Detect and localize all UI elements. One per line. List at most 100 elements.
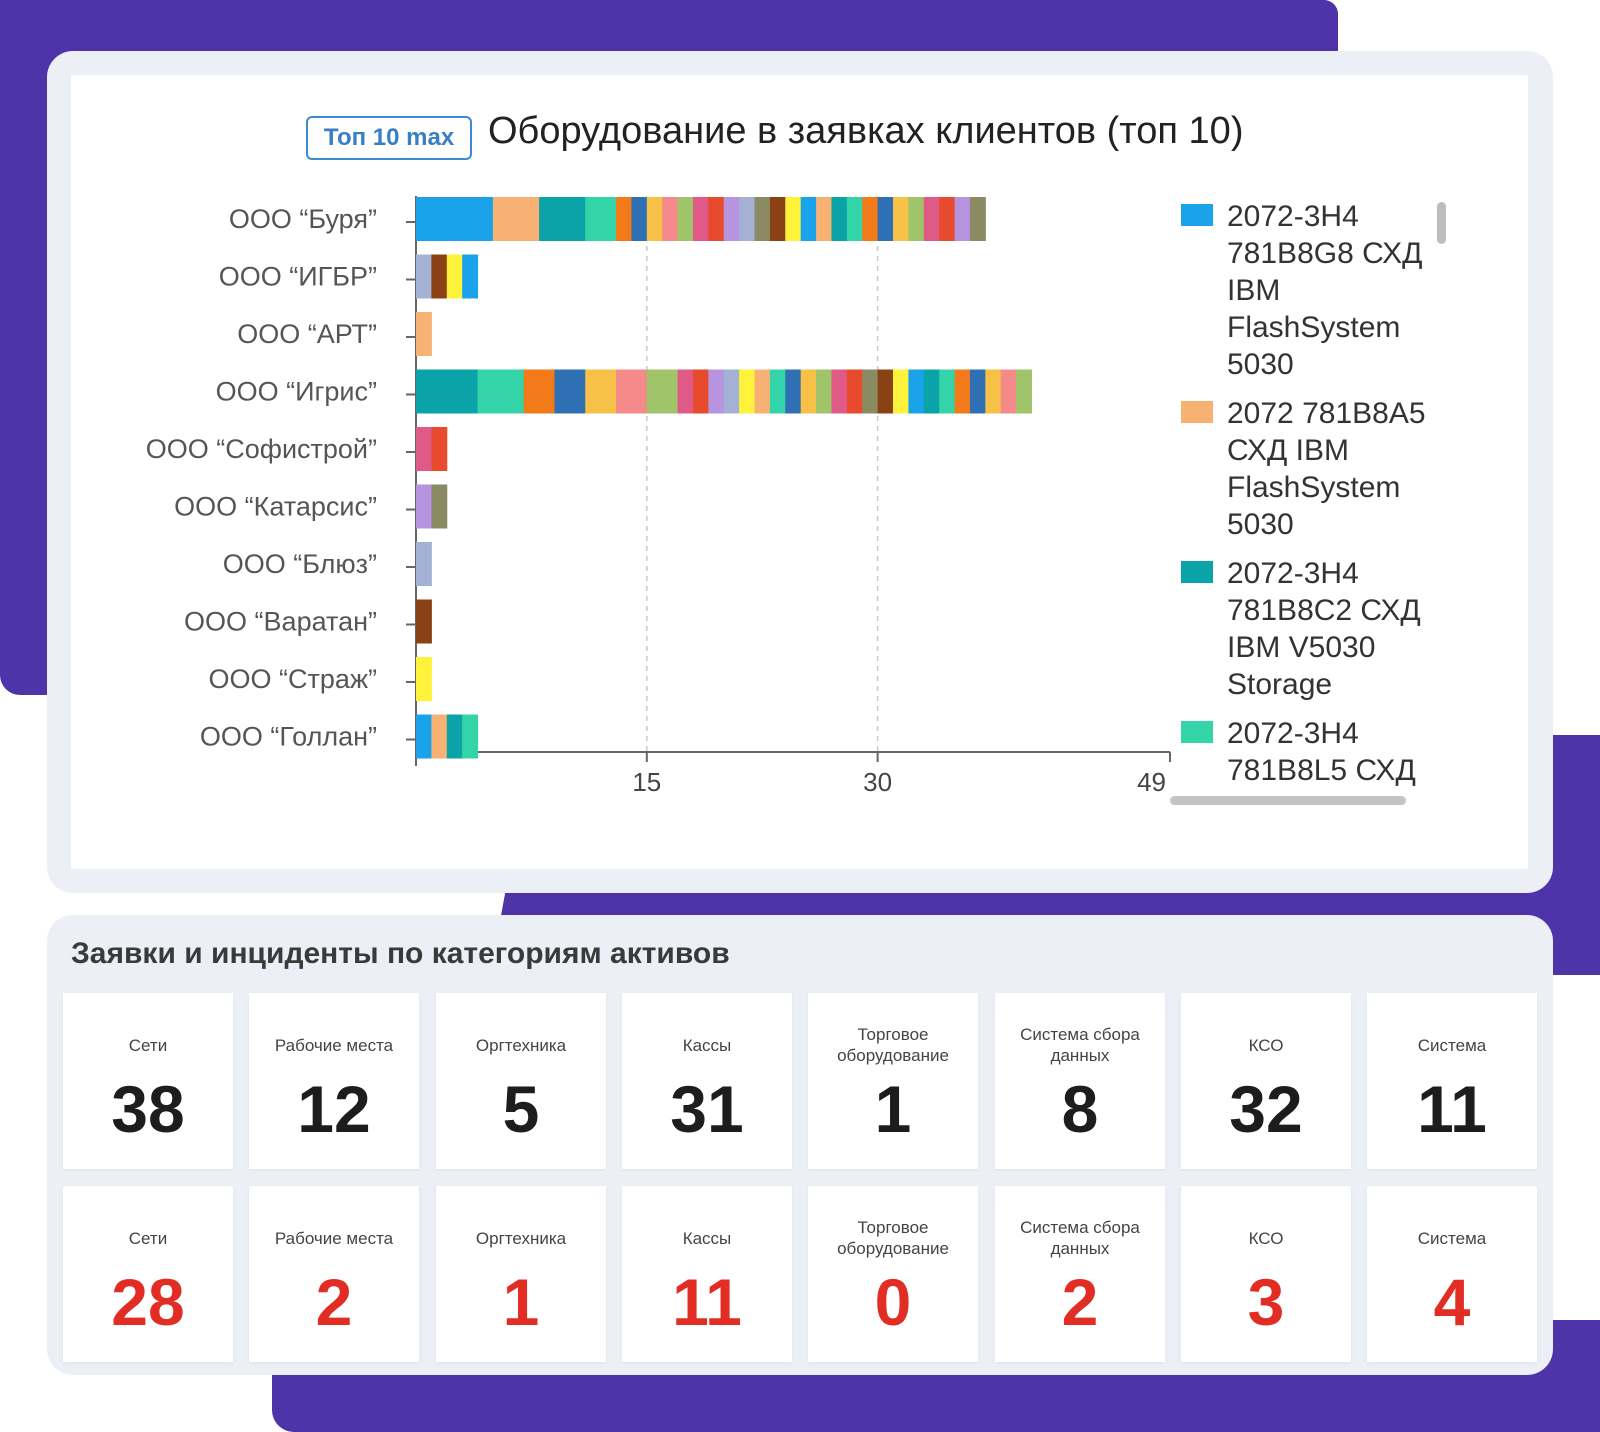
bar-segment — [908, 197, 925, 241]
tile-value: 38 — [111, 1072, 185, 1146]
bar-segment — [877, 197, 894, 241]
tile-label: Кассы — [682, 1035, 732, 1055]
request-tile[interactable]: Кассы 31 — [622, 993, 792, 1169]
legend-swatch — [1181, 401, 1213, 423]
bar-segment — [431, 484, 448, 529]
request-tile[interactable]: Торговое оборудование 1 — [808, 993, 978, 1169]
bar-segment — [908, 369, 925, 414]
incident-tile[interactable]: Кассы 11 — [622, 1186, 792, 1362]
bar-segment — [646, 369, 679, 414]
bar-segment — [416, 657, 432, 701]
bar-segment — [939, 369, 956, 414]
bar-segment — [923, 197, 940, 241]
incident-tile[interactable]: Рабочие места 2 — [249, 1186, 419, 1362]
bar-segment — [677, 369, 694, 414]
tile-label: Система сбора данных — [1020, 1025, 1140, 1065]
bar-segment — [846, 197, 863, 241]
bar-segment — [1000, 369, 1017, 414]
bar-segment — [800, 369, 817, 414]
bar-segment — [723, 369, 740, 414]
bar-segment — [692, 369, 709, 414]
tile-value: 3 — [1247, 1265, 1285, 1339]
request-tile[interactable]: Система 11 — [1367, 993, 1537, 1169]
tile-label: Кассы — [682, 1228, 732, 1248]
tile-value: 12 — [297, 1072, 371, 1146]
tile-label: Оргтехника — [475, 1035, 567, 1055]
bar-segment — [754, 197, 771, 241]
bar-segment — [462, 254, 479, 299]
bar-segment — [954, 369, 971, 414]
request-tile[interactable]: Сети 38 — [63, 993, 233, 1169]
category-label: ООО “Варатан” — [184, 607, 377, 637]
bar-segment — [616, 197, 632, 241]
incident-tile[interactable]: Оргтехника 1 — [436, 1186, 606, 1362]
bar-segment — [692, 197, 709, 241]
bar-segment — [416, 197, 494, 241]
x-tick-label: 30 — [863, 767, 892, 797]
bar-segment — [462, 714, 479, 759]
tile-label: Сети — [128, 1228, 168, 1248]
legend-vertical-scrollbar[interactable] — [1437, 202, 1446, 244]
incident-tile[interactable]: КСО 3 — [1181, 1186, 1351, 1362]
bar-segment — [416, 714, 432, 759]
bar-segment — [431, 714, 448, 759]
bar-segment — [416, 369, 479, 414]
bar-segment — [492, 197, 540, 241]
legend-item[interactable]: 2072-3H4 781B8L5 СХД — [1181, 715, 1446, 789]
incident-tile[interactable]: Торговое оборудование 0 — [808, 1186, 978, 1362]
legend-horizontal-scrollbar[interactable] — [1170, 796, 1406, 805]
bar-segment — [723, 197, 740, 241]
bar-segment — [554, 369, 586, 414]
bar-segment — [739, 197, 756, 241]
bar-segment — [1016, 369, 1033, 414]
tile-label: КСО — [1248, 1228, 1284, 1248]
legend-label: 2072-3H4 781B8C2 СХД IBM V5030 Storage — [1227, 557, 1421, 701]
tile-label: Оргтехника — [475, 1228, 567, 1248]
bar-segment — [800, 197, 817, 241]
tile-value: 32 — [1229, 1072, 1303, 1146]
tile-label: Рабочие места — [274, 1228, 394, 1248]
bar-segment — [708, 197, 725, 241]
bar-segment — [416, 312, 432, 356]
bar-segment — [877, 369, 894, 414]
incident-tile[interactable]: Система сбора данных 2 — [995, 1186, 1165, 1362]
bar-segment — [862, 369, 879, 414]
request-tile[interactable]: КСО 32 — [1181, 993, 1351, 1169]
bar-segment — [739, 369, 756, 414]
incident-tile[interactable]: Система 4 — [1367, 1186, 1537, 1362]
legend-item[interactable]: 2072-3H4 781B8C2 СХД IBM V5030 Storage — [1181, 555, 1446, 703]
bar-segment — [954, 197, 971, 241]
tile-value: 4 — [1433, 1265, 1471, 1339]
bar-segment — [769, 197, 786, 241]
bar-segment — [893, 197, 909, 241]
request-tile[interactable]: Оргтехника 5 — [436, 993, 606, 1169]
request-tile[interactable]: Рабочие места 12 — [249, 993, 419, 1169]
tile-value: 11 — [672, 1265, 742, 1339]
request-tile[interactable]: Система сбора данных 8 — [995, 993, 1165, 1169]
bar-segment — [846, 369, 863, 414]
bar-segment — [662, 197, 679, 241]
incident-tile[interactable]: Сети 28 — [63, 1186, 233, 1362]
category-label: ООО “Блюз” — [223, 549, 377, 579]
bar-segment — [539, 197, 586, 241]
top10-badge[interactable]: Топ 10 max — [306, 116, 472, 160]
x-tick-label: 49 — [1137, 767, 1166, 797]
bar-segment — [446, 714, 463, 759]
category-label: ООО “ИГБР” — [219, 262, 377, 292]
bar-segment — [416, 599, 432, 644]
legend-label: 2072-3H4 781B8L5 СХД — [1227, 717, 1416, 787]
bar-segment — [416, 484, 432, 529]
bar-segment — [985, 369, 1002, 414]
bar-segment — [708, 369, 725, 414]
bar-segment — [939, 197, 956, 241]
category-label: ООО “Игрис” — [216, 377, 377, 407]
bar-segment — [416, 427, 432, 471]
tile-label: Торговое оборудование — [837, 1025, 949, 1065]
bar-segment — [416, 254, 432, 299]
bar-segment — [585, 197, 617, 241]
chart-title: Оборудование в заявках клиентов (топ 10) — [488, 110, 1244, 152]
legend-item[interactable]: 2072-3H4 781B8G8 СХД IBM FlashSystem 503… — [1181, 198, 1446, 383]
legend-item[interactable]: 2072 781B8A5 СХД IBM FlashSystem 5030 — [1181, 395, 1446, 543]
tile-label: Система — [1417, 1035, 1487, 1055]
legend-swatch — [1181, 721, 1213, 743]
